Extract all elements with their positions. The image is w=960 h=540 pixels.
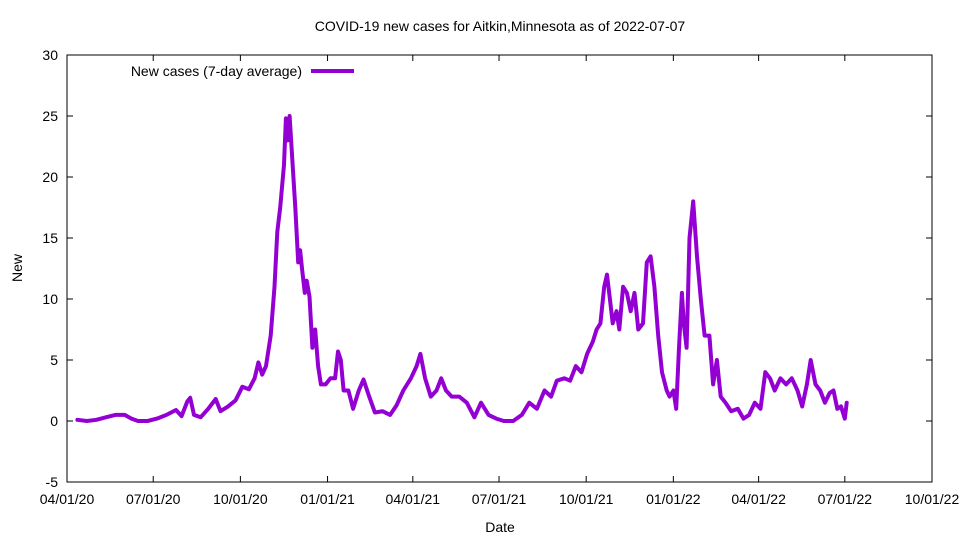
y-tick-label: -5 [46,474,59,490]
x-tick-label: 10/01/21 [559,491,614,507]
x-tick-label: 01/01/22 [646,491,701,507]
x-tick-label: 04/01/21 [386,491,441,507]
y-tick-label: 30 [42,47,58,63]
x-tick-label: 04/01/22 [731,491,786,507]
x-tick-label: 10/01/20 [213,491,268,507]
y-tick-label: 20 [42,169,58,185]
x-tick-label: 07/01/20 [126,491,181,507]
legend-label: New cases (7-day average) [131,63,302,79]
chart-title: COVID-19 new cases for Aitkin,Minnesota … [315,18,686,34]
x-tick-label: 04/01/20 [40,491,95,507]
y-tick-label: 5 [50,352,58,368]
x-axis-ticks: 04/01/20 07/01/20 10/01/20 01/01/21 04/01/21… [40,55,960,507]
y-tick-label: 15 [42,230,58,246]
y-tick-label: 10 [42,291,58,307]
x-tick-label: 07/01/21 [472,491,527,507]
series-line-new-cases [75,114,849,423]
x-axis-label: Date [485,519,515,535]
y-axis-label: New [9,253,25,282]
y-tick-label: 25 [42,108,58,124]
x-tick-label: 10/01/22 [905,491,960,507]
x-tick-label: 07/01/22 [818,491,873,507]
y-tick-label: 0 [50,413,58,429]
y-axis-ticks: -5 0 5 10 15 20 25 30 [42,47,932,490]
legend: New cases (7-day average) [131,63,354,79]
x-tick-label: 01/01/21 [300,491,355,507]
